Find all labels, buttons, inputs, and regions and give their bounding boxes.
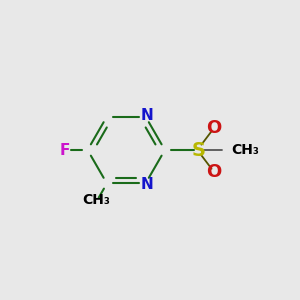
Text: N: N	[141, 177, 153, 192]
Text: O: O	[206, 163, 221, 181]
Text: CH₃: CH₃	[82, 193, 110, 207]
Text: O: O	[206, 119, 221, 137]
Text: F: F	[60, 142, 70, 158]
Text: S: S	[192, 140, 206, 160]
Text: CH₃: CH₃	[231, 143, 259, 157]
Text: N: N	[141, 108, 153, 123]
